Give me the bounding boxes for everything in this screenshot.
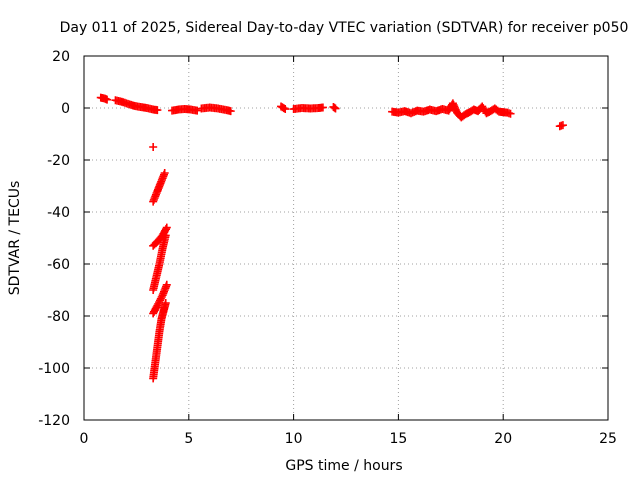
chart-title: Day 011 of 2025, Sidereal Day-to-day VTE… [60,20,629,36]
y-tick-label: -60 [47,257,70,273]
x-tick-label: 20 [494,431,512,447]
data-point [506,109,515,118]
data-point [161,299,170,307]
tick-layer: 0 5 10 15 20 25 20 0 -20 -40 -60 -80 -100 -120 [38,49,617,447]
y-tick-label: -20 [47,153,70,169]
data-point [193,106,202,115]
plot-frame [83,55,609,421]
data-point [226,107,235,116]
y-axis-label: SDTVAR / TECUs [7,181,23,296]
x-tick-label: 5 [184,431,193,447]
y-tick-label: 20 [52,49,70,65]
y-tick-label: 0 [61,101,70,117]
data-point [149,143,158,151]
data-points [96,93,567,383]
y-tick-label: -40 [47,205,70,221]
data-point [154,299,163,308]
y-tick-label: -100 [38,361,70,377]
data-point [162,223,171,232]
data-point [156,294,165,303]
data-point [153,106,162,115]
x-tick-label: 10 [285,431,303,447]
x-tick-label: 15 [389,431,407,447]
data-point [331,104,340,113]
y-tick-label: -80 [47,309,70,325]
x-tick-label: 0 [80,431,89,447]
data-point [162,280,171,289]
data-point [155,296,164,305]
data-point [161,231,170,240]
data-point [279,104,288,113]
data-point [160,169,169,177]
data-point [558,121,567,130]
x-axis-label: GPS time / hours [285,458,402,474]
data-point [103,95,112,104]
data-point [318,103,327,112]
y-tick-label: -120 [38,413,70,429]
x-tick-label: 25 [599,431,617,447]
data-point [281,105,290,114]
